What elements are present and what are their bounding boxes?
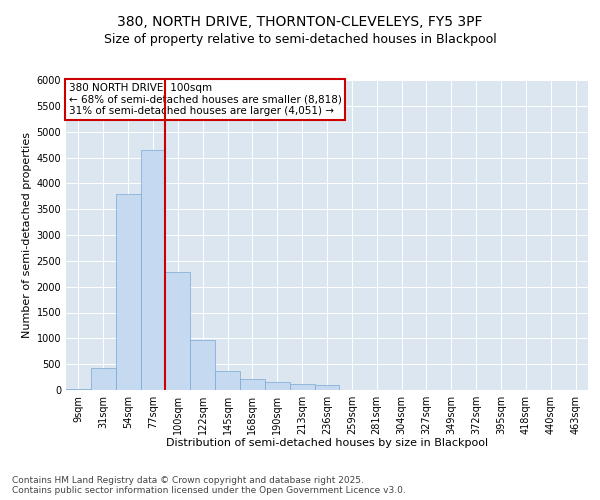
Text: 380, NORTH DRIVE, THORNTON-CLEVELEYS, FY5 3PF: 380, NORTH DRIVE, THORNTON-CLEVELEYS, FY… [117,15,483,29]
Bar [215,371,240,390]
Bar [265,382,290,390]
Text: 380 NORTH DRIVE: 100sqm
← 68% of semi-detached houses are smaller (8,818)
31% of: 380 NORTH DRIVE: 100sqm ← 68% of semi-de… [68,83,341,116]
Y-axis label: Number of semi-detached properties: Number of semi-detached properties [22,132,32,338]
Text: Contains HM Land Registry data © Crown copyright and database right 2025.
Contai: Contains HM Land Registry data © Crown c… [12,476,406,495]
Bar [66,389,91,390]
Bar [190,340,215,390]
Bar [140,150,166,390]
Bar [166,272,190,390]
Bar [290,384,314,390]
X-axis label: Distribution of semi-detached houses by size in Blackpool: Distribution of semi-detached houses by … [166,438,488,448]
Bar [314,386,340,390]
Bar [240,379,265,390]
Text: Size of property relative to semi-detached houses in Blackpool: Size of property relative to semi-detach… [104,32,496,46]
Bar [91,368,116,390]
Bar [116,194,140,390]
